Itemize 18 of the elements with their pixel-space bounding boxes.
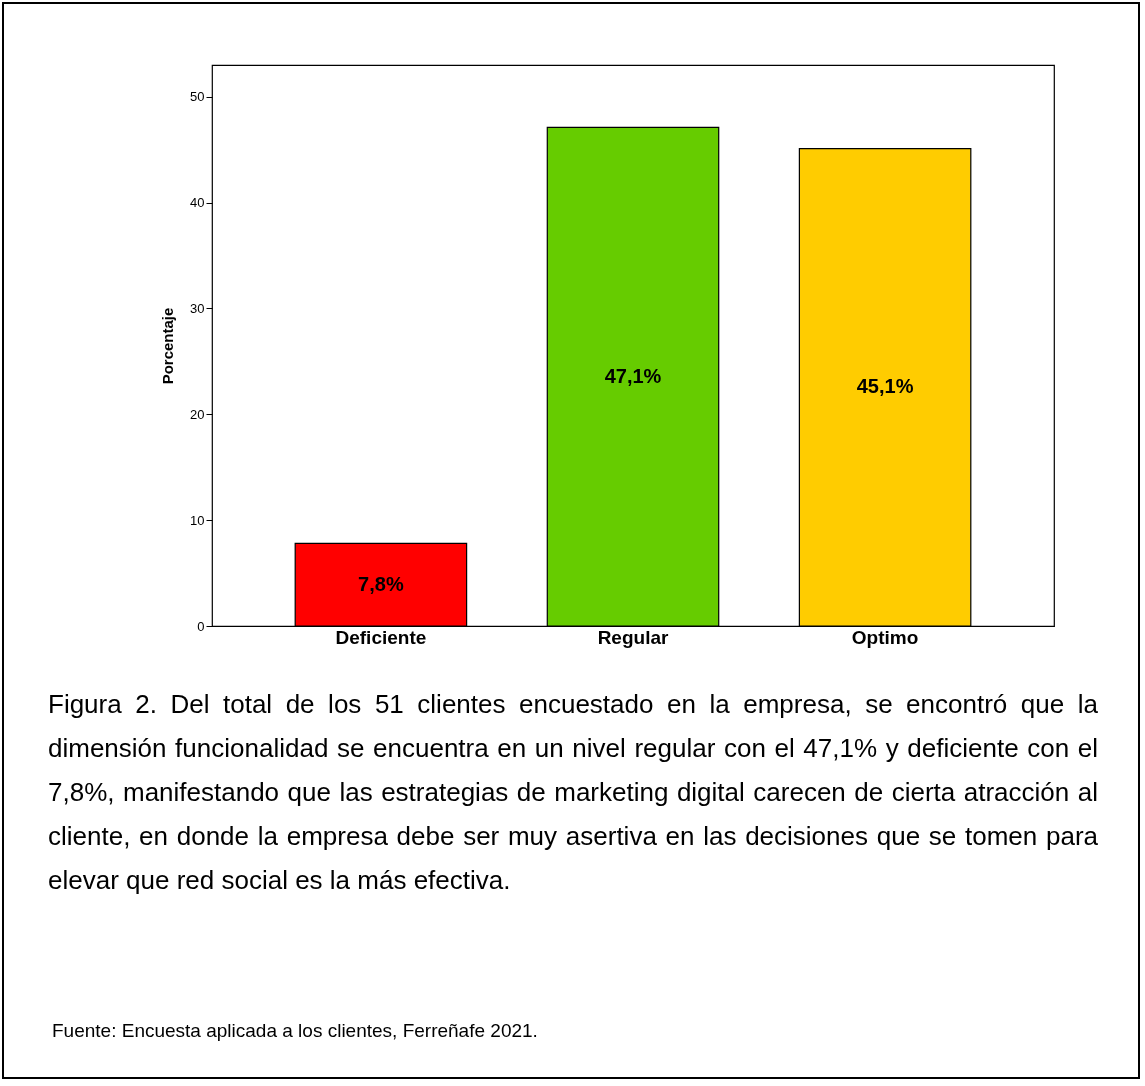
data-label: 7,8%	[358, 572, 404, 595]
bar	[294, 542, 468, 627]
y-tick-label: 0	[197, 618, 205, 634]
data-label: 45,1%	[856, 375, 914, 398]
x-tick-label: Optimo	[851, 626, 919, 648]
y-tick-label: 10	[190, 512, 205, 528]
data-label: 47,1%	[604, 364, 662, 387]
text: Figura 2. Del total de los 51 clientes encuestado en la empresa, se encontró que la dimensión funcionalidad se encuentra en un nivel regular con el 47,1% y deficiente con el 7,8%, manifestando que las estrategias de marketing digital carecen de cierta atracción al cliente, en donde la empresa debe ser muy asertiva en las decisiones que se tomen para elevar que red social es la más efectiva.	[48, 688, 1098, 897]
x-tick-label: Deficiente	[335, 626, 427, 648]
y-axis-title: Porcentaje	[159, 307, 177, 385]
y-tick-label: 30	[190, 300, 205, 316]
y-tick-label: 20	[190, 406, 205, 422]
x-tick-label: Regular	[597, 626, 669, 648]
y-tick-label: 50	[190, 89, 205, 105]
bar	[798, 148, 972, 627]
source-note: Fuente: Encuesta aplicada a los clientes, Ferreñafe 2021.	[52, 1020, 538, 1042]
bar	[546, 126, 720, 627]
y-tick-label: 40	[190, 195, 205, 211]
